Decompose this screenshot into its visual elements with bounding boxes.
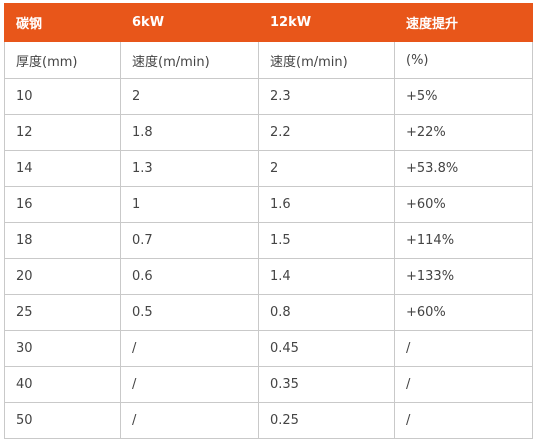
cell-speed-12kw: 1.5 bbox=[258, 222, 395, 259]
cell-thickness: 16 bbox=[4, 186, 121, 223]
cell-speed-12kw: 1.4 bbox=[258, 258, 395, 295]
speed-comparison-table: 碳钢 6kW 12kW 速度提升 厚度(mm) 速度(m/min) 速度(m/m… bbox=[4, 3, 533, 439]
header-speed-increase: 速度提升 bbox=[394, 3, 533, 42]
cell-speed-increase: +22% bbox=[394, 114, 533, 151]
cell-speed-12kw: 1.6 bbox=[258, 186, 395, 223]
cell-speed-6kw: / bbox=[120, 402, 259, 439]
cell-thickness: 30 bbox=[4, 330, 121, 367]
cell-thickness: 18 bbox=[4, 222, 121, 259]
cell-speed-12kw: 0.25 bbox=[258, 402, 395, 439]
cell-speed-increase: +5% bbox=[394, 78, 533, 115]
cell-speed-6kw: 0.5 bbox=[120, 294, 259, 331]
cell-speed-increase: +53.8% bbox=[394, 150, 533, 187]
unit-row: 厚度(mm) 速度(m/min) 速度(m/min) (%) bbox=[4, 41, 533, 79]
unit-speed-6kw: 速度(m/min) bbox=[120, 41, 259, 79]
cell-speed-6kw: 1.8 bbox=[120, 114, 259, 151]
cell-thickness: 20 bbox=[4, 258, 121, 295]
cell-speed-6kw: 1.3 bbox=[120, 150, 259, 187]
header-12kw: 12kW bbox=[258, 3, 395, 42]
cell-speed-increase: / bbox=[394, 366, 533, 403]
table-row: 10 2 2.3 +5% bbox=[4, 78, 533, 115]
cell-thickness: 14 bbox=[4, 150, 121, 187]
table-row: 50 / 0.25 / bbox=[4, 402, 533, 439]
unit-thickness: 厚度(mm) bbox=[4, 41, 121, 79]
cell-speed-6kw: 0.6 bbox=[120, 258, 259, 295]
cell-speed-12kw: 0.45 bbox=[258, 330, 395, 367]
cell-speed-6kw: / bbox=[120, 366, 259, 403]
table-row: 18 0.7 1.5 +114% bbox=[4, 222, 533, 259]
table-row: 16 1 1.6 +60% bbox=[4, 186, 533, 223]
cell-speed-increase: / bbox=[394, 330, 533, 367]
table-row: 14 1.3 2 +53.8% bbox=[4, 150, 533, 187]
header-carbon-steel: 碳钢 bbox=[4, 3, 121, 42]
cell-thickness: 12 bbox=[4, 114, 121, 151]
table-row: 30 / 0.45 / bbox=[4, 330, 533, 367]
table-row: 20 0.6 1.4 +133% bbox=[4, 258, 533, 295]
cell-thickness: 25 bbox=[4, 294, 121, 331]
header-6kw: 6kW bbox=[120, 3, 259, 42]
table-row: 40 / 0.35 / bbox=[4, 366, 533, 403]
cell-speed-12kw: 2 bbox=[258, 150, 395, 187]
cell-speed-increase: / bbox=[394, 402, 533, 439]
cell-speed-6kw: 1 bbox=[120, 186, 259, 223]
cell-speed-increase: +114% bbox=[394, 222, 533, 259]
table-row: 25 0.5 0.8 +60% bbox=[4, 294, 533, 331]
cell-speed-12kw: 0.35 bbox=[258, 366, 395, 403]
cell-thickness: 10 bbox=[4, 78, 121, 115]
cell-speed-6kw: / bbox=[120, 330, 259, 367]
cell-speed-12kw: 2.2 bbox=[258, 114, 395, 151]
cell-thickness: 40 bbox=[4, 366, 121, 403]
cell-speed-12kw: 2.3 bbox=[258, 78, 395, 115]
unit-speed-12kw: 速度(m/min) bbox=[258, 41, 395, 79]
cell-speed-6kw: 2 bbox=[120, 78, 259, 115]
table-row: 12 1.8 2.2 +22% bbox=[4, 114, 533, 151]
cell-speed-12kw: 0.8 bbox=[258, 294, 395, 331]
cell-speed-6kw: 0.7 bbox=[120, 222, 259, 259]
cell-speed-increase: +60% bbox=[394, 294, 533, 331]
table-header-row: 碳钢 6kW 12kW 速度提升 bbox=[4, 3, 533, 42]
cell-speed-increase: +60% bbox=[394, 186, 533, 223]
cell-thickness: 50 bbox=[4, 402, 121, 439]
unit-percent: (%) bbox=[394, 41, 533, 79]
cell-speed-increase: +133% bbox=[394, 258, 533, 295]
speed-comparison-table-container: 碳钢 6kW 12kW 速度提升 厚度(mm) 速度(m/min) 速度(m/m… bbox=[4, 3, 533, 439]
